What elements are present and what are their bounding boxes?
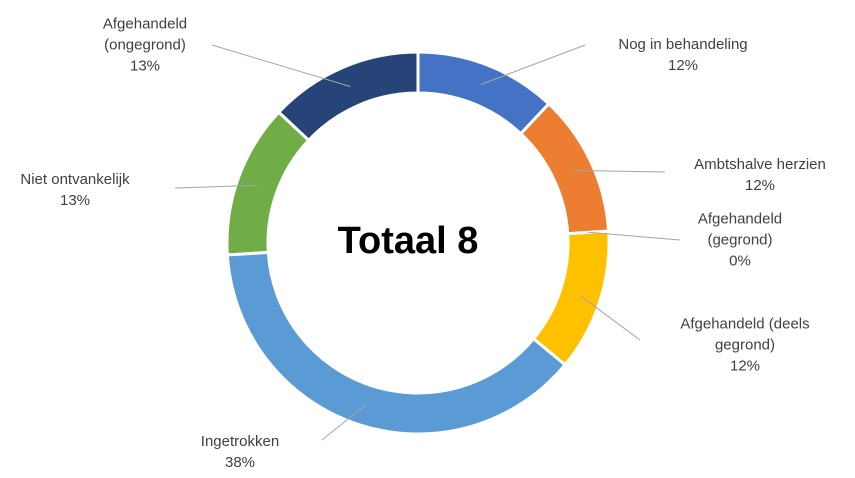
data-label: Afgehandeld (ongegrond) 13% <box>80 14 210 77</box>
category-label: Niet ontvankelijk <box>20 171 130 188</box>
category-label: Afgehandeld (deels gegrond) <box>680 315 810 354</box>
data-label: Niet ontvankelijk 13% <box>0 169 155 211</box>
value-label: 0% <box>729 252 751 270</box>
leader-line <box>579 295 641 341</box>
leader-line <box>572 169 666 173</box>
category-label: Afgehandeld (ongegrond) <box>102 15 188 54</box>
leader-line <box>174 184 258 189</box>
donut-slice <box>518 101 611 236</box>
donut-slice <box>225 110 311 257</box>
category-label: Ambtshalve herzien <box>694 156 826 173</box>
category-label: Afgehandeld (gegrond) <box>697 210 783 249</box>
leader-line <box>211 44 351 88</box>
donut-slice <box>225 250 568 436</box>
category-label: Ingetrokken <box>200 433 280 450</box>
leader-line <box>321 404 366 441</box>
donut-slice <box>531 229 611 367</box>
data-label: Ingetrokken 38% <box>175 431 305 473</box>
value-label: 12% <box>667 57 699 74</box>
value-label: 12% <box>744 177 776 194</box>
value-label: 13% <box>129 57 161 75</box>
center-label: Totaal 8 <box>338 220 479 262</box>
donut-slice <box>416 50 551 136</box>
leader-line <box>588 231 681 241</box>
data-label: Nog in behandeling 12% <box>583 34 783 76</box>
donut-slice <box>276 50 420 143</box>
data-label: Afgehandeld (gegrond) 0% <box>680 209 800 272</box>
leader-line <box>480 44 586 85</box>
data-label: Afgehandeld (deels gegrond) 12% <box>660 314 830 377</box>
category-label: Nog in behandeling <box>618 36 748 53</box>
value-label: 13% <box>59 192 91 209</box>
data-label: Ambtshalve herzien 12% <box>665 154 855 196</box>
value-label: 38% <box>224 454 256 471</box>
value-label: 12% <box>729 357 761 375</box>
